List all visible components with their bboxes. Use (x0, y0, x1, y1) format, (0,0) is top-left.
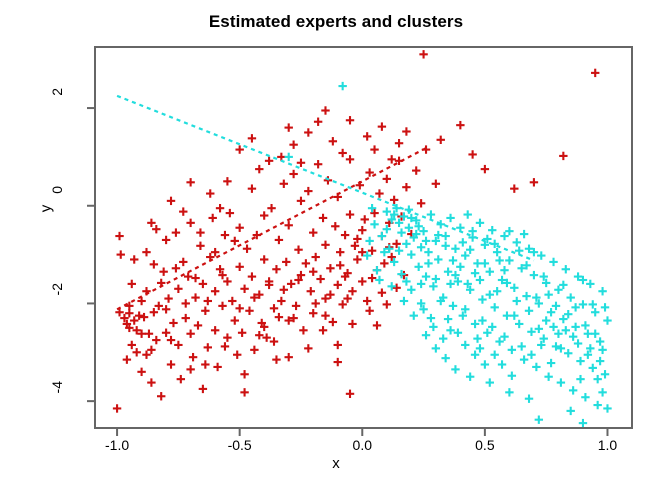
plot-frame (94, 46, 633, 429)
chart-title: Estimated experts and clusters (208, 12, 464, 31)
y-tick-label: -2 (49, 283, 65, 296)
series-cluster1 (112, 50, 600, 413)
axis-ticks (87, 107, 609, 436)
y-tick-label: -4 (49, 381, 65, 394)
x-tick-label: -0.5 (227, 437, 252, 453)
x-tick-label: 0.5 (475, 437, 495, 453)
data-points-cluster1 (112, 50, 600, 413)
data-points-cluster2 (284, 81, 612, 427)
fit-line-cluster1 (116, 147, 427, 311)
x-axis-label: x (332, 455, 340, 472)
x-tick-label: 0.0 (352, 437, 372, 453)
y-tick-label: 0 (49, 185, 65, 194)
x-tick-label: 1.0 (597, 437, 618, 453)
y-tick-label: 2 (49, 88, 65, 96)
fit-line-cluster2 (116, 94, 535, 262)
series-cluster2 (116, 81, 612, 427)
x-tick-label: -1.0 (105, 437, 130, 453)
